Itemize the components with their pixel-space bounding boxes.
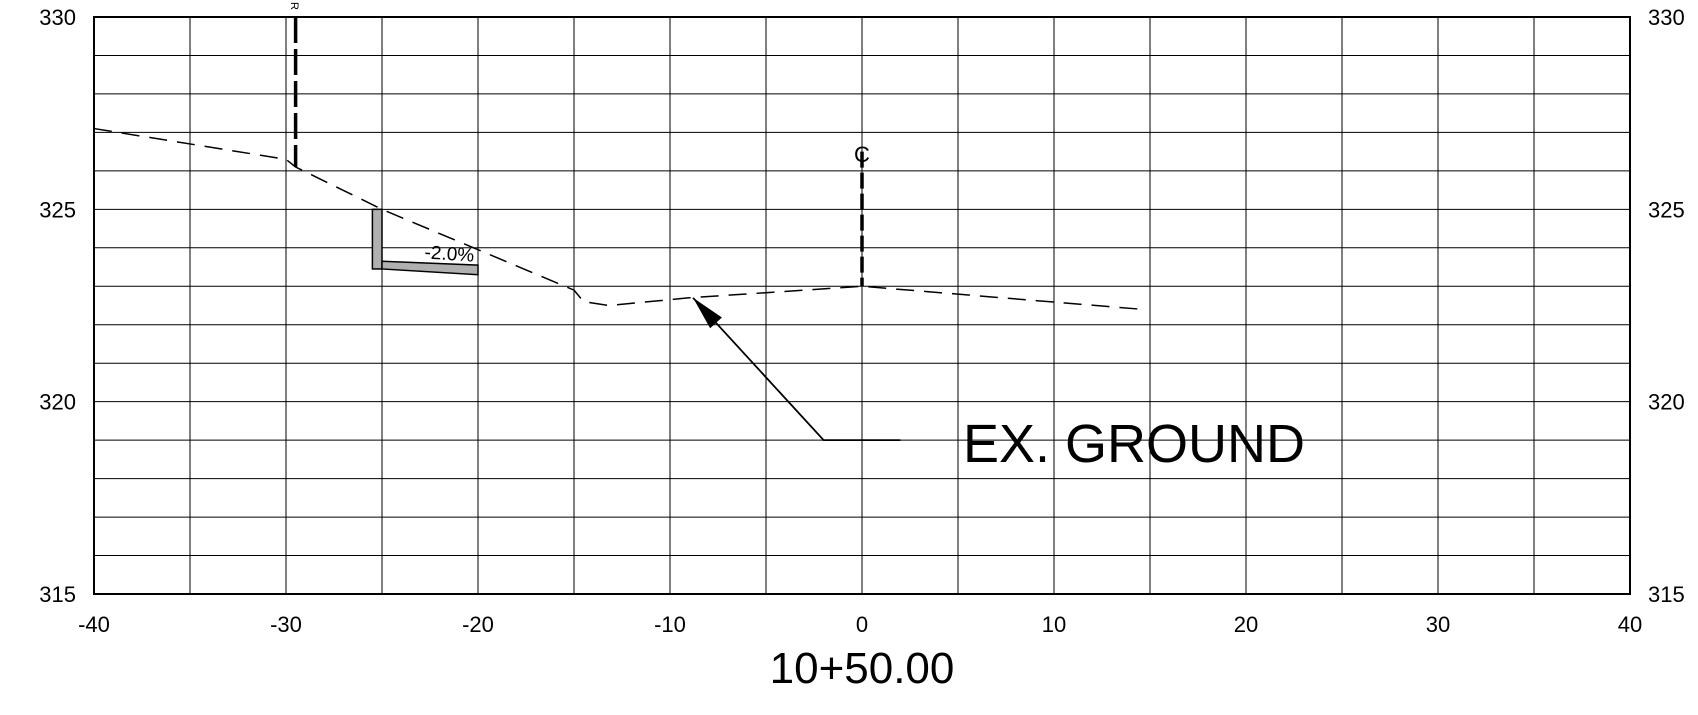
x-tick-label: 0	[856, 612, 868, 637]
ground-callout-label: EX. GROUND	[963, 414, 1305, 474]
curb-gutter	[381, 260, 479, 276]
callout-arrowhead	[693, 297, 722, 329]
y-tick-label-right: 325	[1648, 197, 1685, 222]
grid	[93, 16, 1631, 595]
x-tick-label: -10	[654, 612, 686, 637]
y-tick-label-right: 320	[1648, 390, 1685, 415]
y-tick-label-left: 315	[39, 582, 76, 607]
y-tick-label-left: 320	[39, 390, 76, 415]
y-tick-label-right: 315	[1648, 582, 1685, 607]
station-label: 10+50.00	[770, 644, 955, 693]
series-layer	[93, 127, 1143, 311]
slope-label: -2.0%	[424, 242, 475, 266]
callout-leader	[692, 297, 901, 442]
y-tick-label-right: 330	[1648, 5, 1685, 30]
curb-layer	[371, 208, 479, 276]
x-tick-label: -40	[78, 612, 110, 637]
y-tick-label-left: 330	[39, 5, 76, 30]
x-tick-label: 10	[1042, 612, 1066, 637]
x-tick-label: 20	[1234, 612, 1258, 637]
centerline-symbol: C	[854, 142, 870, 167]
x-tick-label: -30	[270, 612, 302, 637]
x-tick-label: 30	[1426, 612, 1450, 637]
x-tick-label: -20	[462, 612, 494, 637]
existing-ground-line	[93, 127, 1143, 311]
markers-layer	[293, 17, 864, 287]
y-tick-label-left: 325	[39, 197, 76, 222]
callout-layer	[692, 297, 901, 442]
x-tick-label: 40	[1618, 612, 1642, 637]
row-marker-label: R	[288, 2, 300, 10]
plot-frame	[93, 16, 1631, 595]
curb-vertical	[371, 208, 383, 270]
